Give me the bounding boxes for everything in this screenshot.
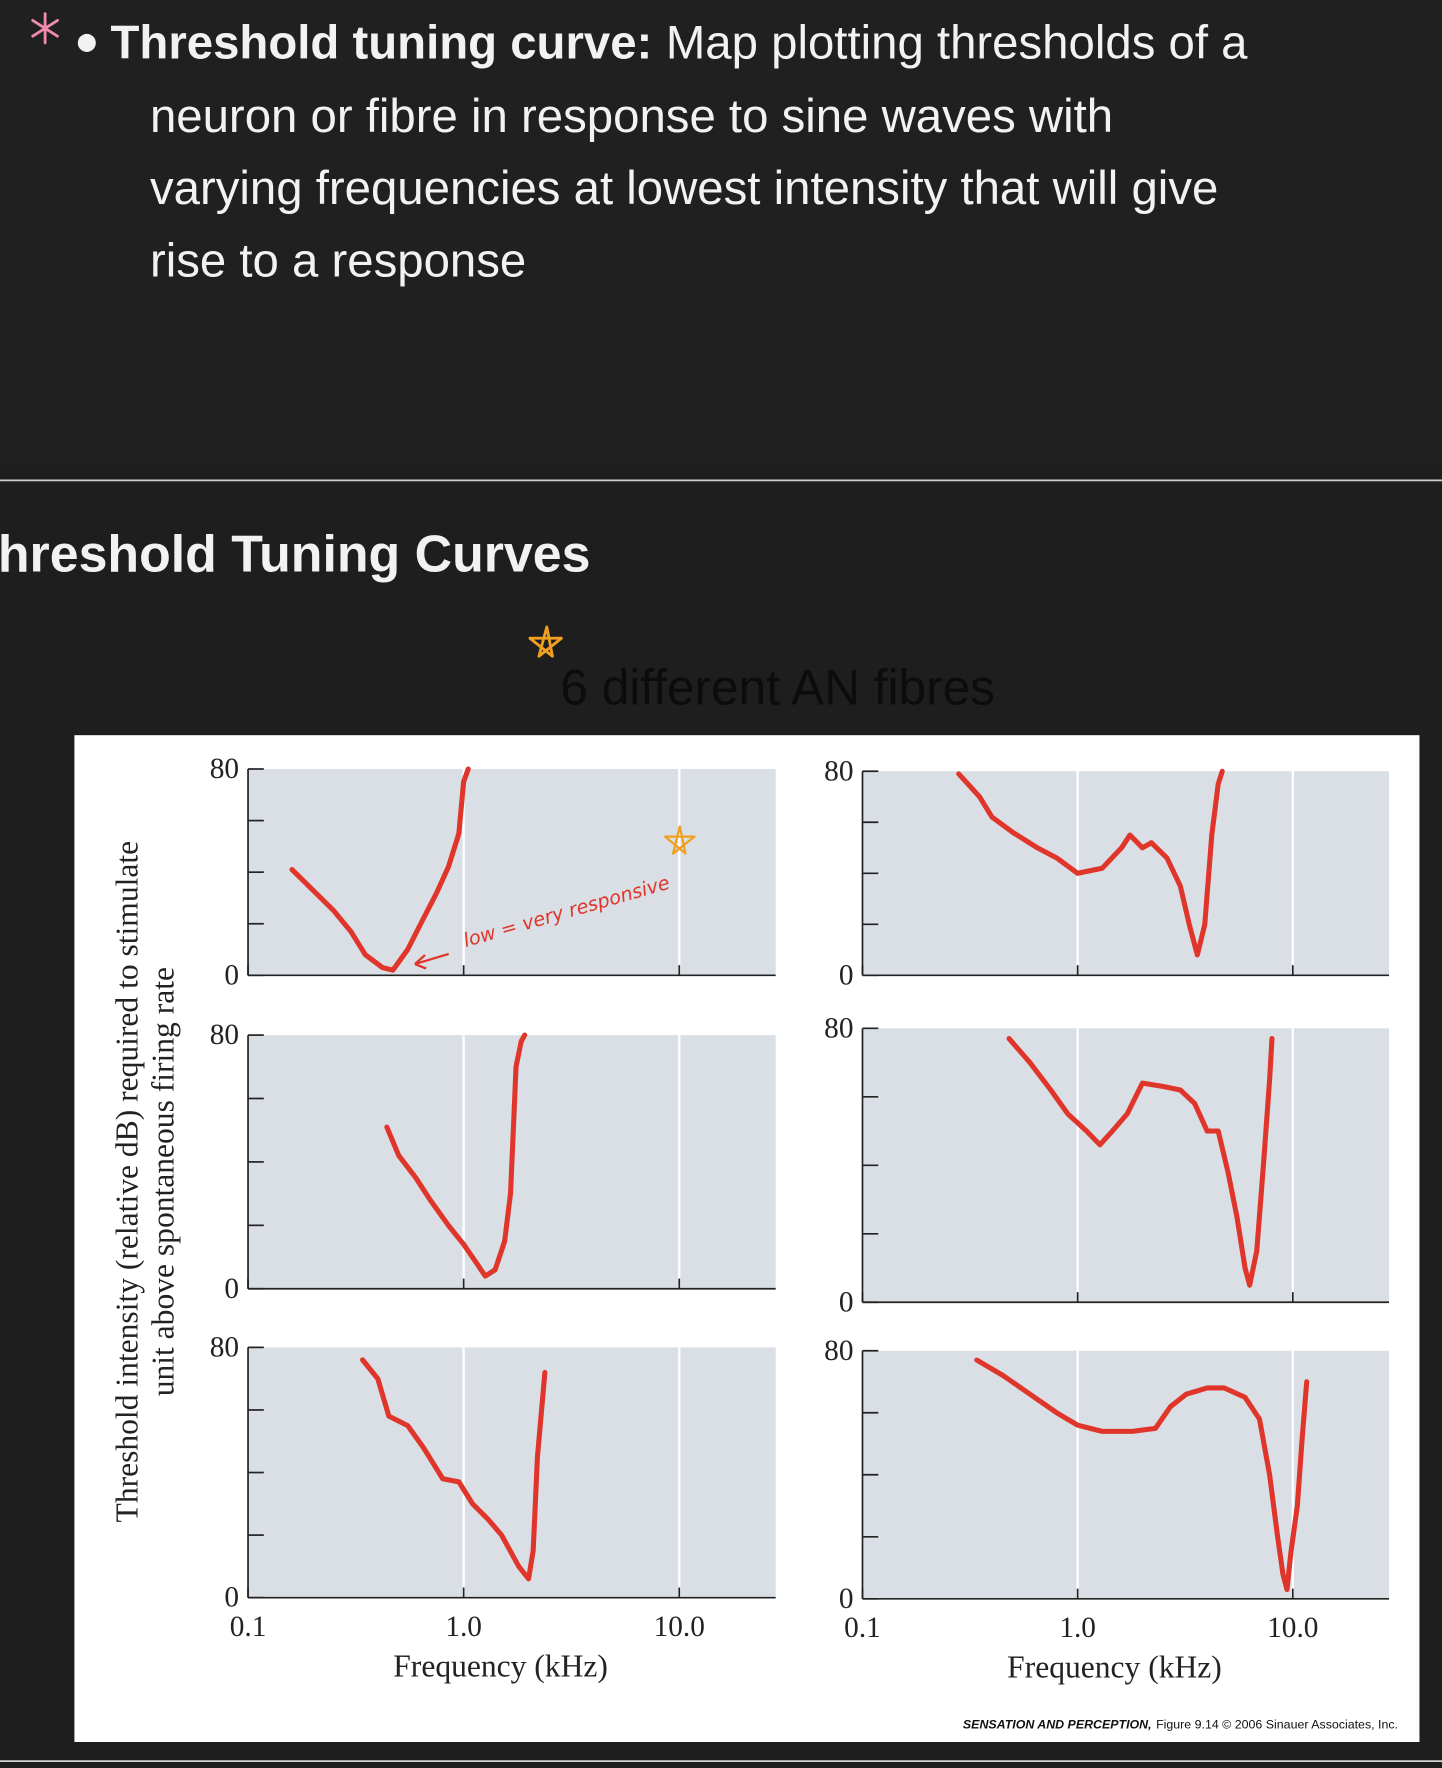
panel: 0 80 <box>824 1012 1390 1318</box>
bullet-text: Threshold tuning curve: Map plotting thre… <box>110 17 1248 70</box>
x-tick-label: 1.0 <box>1059 1612 1096 1644</box>
bullet-line: neuron or fibre in response to sine wave… <box>150 90 1113 143</box>
x-tick-label: 0.1 <box>844 1612 881 1644</box>
panel: 0 80 <box>824 755 1390 991</box>
note-block <box>0 0 1442 463</box>
y-tick-label: 0 <box>839 1583 854 1615</box>
bullet-term: Threshold tuning curve: <box>110 17 652 70</box>
y-tick-label: 0 <box>839 959 854 991</box>
bullet <box>77 33 96 52</box>
tuning-curve <box>956 768 1225 958</box>
y-tick-label: 80 <box>824 1012 853 1044</box>
annotation-arrow <box>414 952 450 970</box>
y-tick-label: 0 <box>224 959 239 991</box>
x-tick-label: 10.0 <box>654 1611 705 1643</box>
x-tick-label: 1.0 <box>445 1611 482 1643</box>
star-doodle <box>664 825 696 855</box>
y-tick-label: 80 <box>824 1335 853 1367</box>
tuning-curve <box>360 1357 548 1582</box>
y-tick-label: 0 <box>224 1273 239 1305</box>
heading: Threshold Tuning Curves <box>0 525 590 583</box>
panel: 0 80 <box>210 1019 776 1305</box>
y-tick-label: 80 <box>824 755 853 787</box>
x-axis-label: Frequency (kHz) <box>393 1649 608 1684</box>
y-tick-label: 0 <box>839 1286 854 1318</box>
panel: 0.1 1.0 10.0 0 80 Frequency (kHz) <box>824 1335 1390 1685</box>
bullet-line: rise to a response <box>150 234 526 287</box>
tuning-curve <box>1006 1036 1275 1288</box>
x-tick-label: 10.0 <box>1267 1612 1318 1644</box>
y-tick-label: 80 <box>210 753 239 785</box>
plot-background <box>248 769 776 976</box>
asterisk-icon <box>31 12 59 45</box>
panel: 0.1 1.0 10.0 0 80 Frequency (kHz) <box>210 1331 776 1684</box>
caption: SENSATION AND PERCEPTION, Figure 9.14 © 2… <box>963 1717 1398 1731</box>
y-axis-label: unit above spontaneous firing rate <box>146 967 181 1396</box>
tuning-curve <box>289 766 471 973</box>
plot-background <box>862 771 1390 976</box>
star-doodle <box>528 625 563 658</box>
bullet-line: varying frequencies at lowest intensity … <box>150 162 1218 215</box>
y-tick-label: 80 <box>210 1019 239 1051</box>
bullet-line: Map plotting thresholds of a <box>666 17 1248 70</box>
plot-background <box>248 1347 776 1598</box>
caption-rest: Figure 9.14 © 2006 Sinauer Associates, I… <box>1156 1717 1398 1731</box>
x-tick-label: 0.1 <box>230 1611 267 1643</box>
handwritten-note: 6 different AN fibres <box>560 660 995 716</box>
tuning-curve <box>974 1357 1310 1593</box>
y-tick-label: 0 <box>224 1582 239 1614</box>
caption-source: SENSATION AND PERCEPTION, <box>963 1717 1152 1731</box>
y-tick-label: 80 <box>210 1331 239 1363</box>
y-axis-label: Threshold intensity (relative dB) requir… <box>110 841 145 1523</box>
x-axis-label: Frequency (kHz) <box>1007 1650 1222 1685</box>
plot-background <box>862 1350 1390 1599</box>
tuning-curve <box>384 1032 528 1279</box>
plot-background <box>862 1028 1390 1303</box>
